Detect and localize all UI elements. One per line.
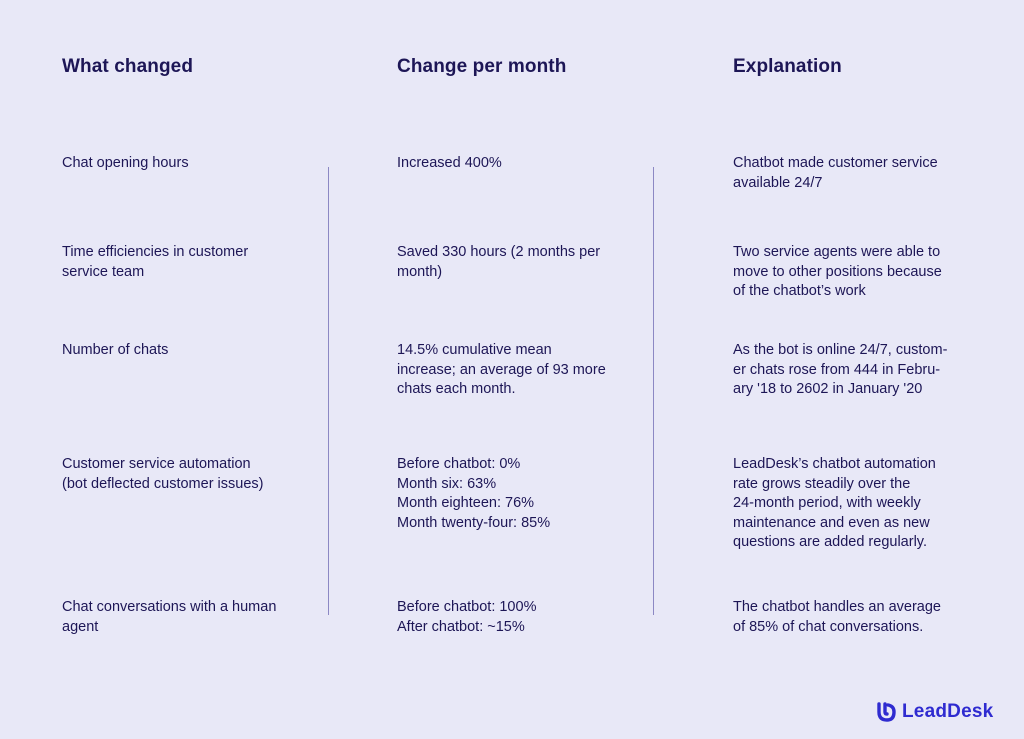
row-3-change: 14.5% cumulative mean increase; an avera… <box>397 342 606 397</box>
leaddesk-logo: LeadDesk <box>876 700 993 724</box>
row-5-change: Before chatbot: 100% After chatbot: ~15% <box>397 599 537 635</box>
column-divider-right <box>653 167 654 615</box>
header-explanation: Explanation <box>733 56 842 77</box>
row-1-explanation: Chatbot made customer service available … <box>733 155 938 191</box>
row-3-explanation: As the bot is online 24/7, custom- er ch… <box>733 342 948 397</box>
row-5-explanation: The chatbot handles an average of 85% of… <box>733 599 941 635</box>
row-2-explanation: Two service agents were able to move to … <box>733 244 942 299</box>
row-4-what-changed: Customer service automation (bot deflect… <box>62 456 264 492</box>
leaddesk-logo-text: LeadDesk <box>902 701 994 722</box>
row-3-what-changed: Number of chats <box>62 342 169 358</box>
header-change-per-month: Change per month <box>397 56 567 77</box>
column-divider-left <box>328 167 329 615</box>
row-1-change: Increased 400% <box>397 155 502 171</box>
row-2-change: Saved 330 hours (2 months per month) <box>397 244 601 280</box>
row-2-what-changed: Time efficiencies in customer service te… <box>62 244 249 280</box>
row-4-change: Before chatbot: 0% Month six: 63% Month … <box>397 456 551 531</box>
row-1-what-changed: Chat opening hours <box>62 155 189 171</box>
leaddesk-logo-icon <box>877 702 896 722</box>
row-5-what-changed: Chat conversations with a human agent <box>62 599 277 635</box>
row-4-explanation: LeadDesk’s chatbot automation rate grows… <box>733 456 936 550</box>
header-what-changed: What changed <box>62 56 194 77</box>
